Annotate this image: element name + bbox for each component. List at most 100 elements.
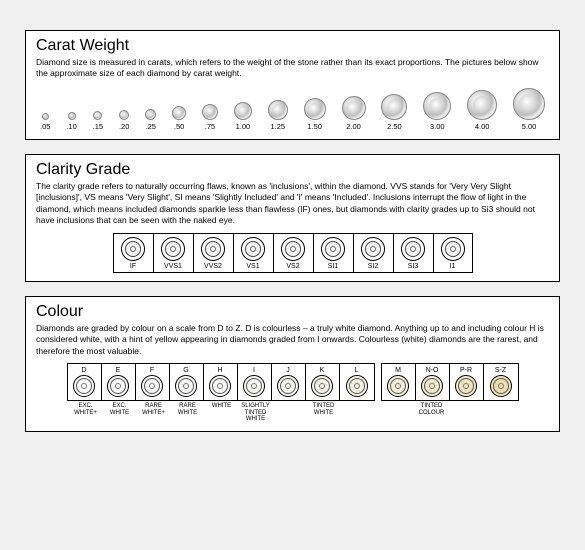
- diamond-icon: [145, 109, 156, 120]
- colour-item: N-O: [416, 364, 450, 400]
- carat-label: .05: [40, 122, 50, 131]
- colour-icon: [277, 375, 299, 397]
- carat-label: 3.00: [430, 122, 445, 131]
- colour-footer-label: RARE WHITE+: [137, 403, 171, 423]
- colour-item: G: [170, 364, 204, 400]
- carat-item: .15: [93, 111, 103, 131]
- colour-footer-label: [483, 403, 517, 423]
- colour-icon: [455, 375, 477, 397]
- clarity-item: VVS2: [193, 233, 233, 273]
- colour-item: I: [238, 364, 272, 400]
- clarity-title: Clarity Grade: [36, 161, 549, 179]
- colour-title: Colour: [36, 303, 549, 321]
- clarity-label: VS2: [286, 263, 299, 270]
- carat-title: Carat Weight: [36, 37, 549, 55]
- colour-item: K: [306, 364, 340, 400]
- colour-icon: [73, 375, 95, 397]
- colour-footer-label: TINTED WHITE: [307, 403, 341, 423]
- colour-item: F: [136, 364, 170, 400]
- diamond-icon: [42, 113, 49, 120]
- carat-item: .50: [172, 106, 186, 131]
- diamond-icon: [119, 110, 129, 120]
- colour-icon: [141, 375, 163, 397]
- clarity-label: SI3: [408, 263, 419, 270]
- clarity-desc: The clarity grade refers to naturally oc…: [36, 181, 549, 227]
- carat-label: 1.50: [307, 122, 322, 131]
- clarity-item: SI2: [353, 233, 393, 273]
- carat-panel: Carat Weight Diamond size is measured in…: [25, 30, 560, 140]
- colour-letter: K: [320, 367, 325, 374]
- clarity-label: SI1: [328, 263, 339, 270]
- colour-item: P-R: [450, 364, 484, 400]
- carat-label: 2.50: [387, 122, 402, 131]
- diamond-icon: [268, 100, 288, 120]
- colour-footer-label: [341, 403, 375, 423]
- colour-footer-label: TINTED COLOUR: [415, 403, 449, 423]
- carat-label: .15: [93, 122, 103, 131]
- clarity-icon: [161, 237, 185, 261]
- colour-footer-label: EXC. WHITE: [103, 403, 137, 423]
- clarity-item: SI3: [393, 233, 433, 273]
- colour-icon: [421, 375, 443, 397]
- colour-footer-label: WHITE: [205, 403, 239, 423]
- diamond-icon: [68, 112, 76, 120]
- clarity-panel: Clarity Grade The clarity grade refers t…: [25, 154, 560, 282]
- colour-icon: [175, 375, 197, 397]
- diamond-icon: [304, 98, 326, 120]
- colour-letter: I: [253, 367, 255, 374]
- colour-letter: N-O: [426, 367, 439, 374]
- carat-item: 4.00: [467, 90, 497, 131]
- colour-desc: Diamonds are graded by colour on a scale…: [36, 323, 549, 357]
- carat-label: .10: [66, 122, 76, 131]
- clarity-icon: [401, 237, 425, 261]
- colour-letter: M: [395, 367, 401, 374]
- colour-icon: [387, 375, 409, 397]
- colour-item: L: [340, 364, 374, 400]
- colour-item: M: [382, 364, 416, 400]
- colour-item: J: [272, 364, 306, 400]
- clarity-label: VVS2: [204, 263, 222, 270]
- colour-letter: F: [150, 367, 154, 374]
- carat-label: .20: [119, 122, 129, 131]
- colour-letter: J: [286, 367, 290, 374]
- colour-icon: [311, 375, 333, 397]
- diamond-icon: [342, 96, 366, 120]
- colour-footer-label: [381, 403, 415, 423]
- colour-footer-group: EXC. WHITE+EXC. WHITERARE WHITE+RARE WHI…: [69, 403, 375, 423]
- carat-item: .05: [40, 113, 50, 131]
- carat-item: .20: [119, 110, 129, 131]
- colour-panel: Colour Diamonds are graded by colour on …: [25, 296, 560, 432]
- clarity-icon: [321, 237, 345, 261]
- carat-item: .10: [66, 112, 76, 131]
- carat-item: 2.50: [381, 94, 407, 131]
- clarity-icon: [361, 237, 385, 261]
- carat-item: .75: [202, 104, 218, 131]
- clarity-icon: [281, 237, 305, 261]
- carat-item: 1.50: [304, 98, 326, 131]
- clarity-item: I1: [433, 233, 473, 273]
- diamond-icon: [234, 102, 252, 120]
- colour-letter: E: [116, 367, 121, 374]
- colour-icon: [209, 375, 231, 397]
- clarity-item: VS1: [233, 233, 273, 273]
- carat-item: .25: [145, 109, 156, 131]
- carat-label: 4.00: [475, 122, 490, 131]
- clarity-item: VS2: [273, 233, 313, 273]
- clarity-label: IF: [130, 263, 136, 270]
- colour-icon: [107, 375, 129, 397]
- colour-letter: L: [355, 367, 359, 374]
- colour-item: D: [68, 364, 102, 400]
- clarity-label: SI2: [368, 263, 379, 270]
- carat-label: 5.00: [522, 122, 537, 131]
- carat-item: 5.00: [513, 88, 545, 131]
- colour-letter: H: [217, 367, 222, 374]
- colour-footer-label: [273, 403, 307, 423]
- colour-letter: P-R: [460, 367, 472, 374]
- diamond-icon: [93, 111, 102, 120]
- clarity-icon: [241, 237, 265, 261]
- colour-footer-label: EXC. WHITE+: [69, 403, 103, 423]
- carat-label: 1.25: [270, 122, 285, 131]
- colour-footer-label: RARE WHITE: [171, 403, 205, 423]
- colour-group: MN-OP-RS-Z: [381, 363, 519, 401]
- carat-label: 1.00: [236, 122, 251, 131]
